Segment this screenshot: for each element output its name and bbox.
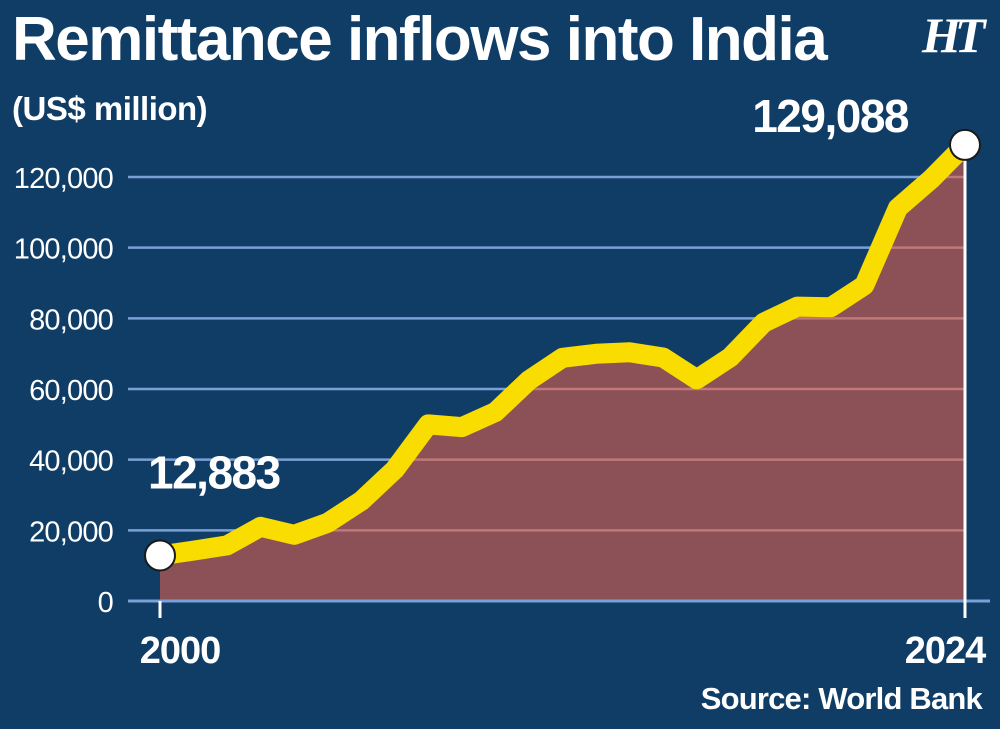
unit-label: (US$ million)	[12, 90, 208, 127]
y-tick-label: 120,000	[14, 163, 113, 195]
series-line	[150, 134, 975, 566]
x-tick-label: 2000	[140, 630, 221, 672]
ht-logo: HT	[922, 7, 985, 63]
y-tick-label: 0	[98, 587, 113, 619]
y-tick-label: 80,000	[29, 304, 113, 336]
y-tick-label: 40,000	[29, 446, 113, 478]
marker-start	[144, 539, 176, 572]
y-tick-label: 100,000	[14, 234, 113, 266]
y-tick-label: 60,000	[29, 375, 113, 407]
labels: 0 20,000 40,000 60,000 80,000 100,000 120,000 2…	[14, 90, 987, 672]
annotation-end-value: 129,088	[752, 90, 909, 142]
source-note: Source: World Bank	[700, 681, 983, 716]
chart-title: Remittance inflows into India	[12, 5, 828, 74]
markers	[144, 128, 981, 572]
x-tick-label: 2024	[905, 630, 986, 672]
annotation-start-value: 12,883	[148, 446, 280, 498]
y-tick-label: 20,000	[29, 516, 113, 548]
area-fill	[160, 152, 965, 601]
marker-end	[949, 128, 981, 161]
